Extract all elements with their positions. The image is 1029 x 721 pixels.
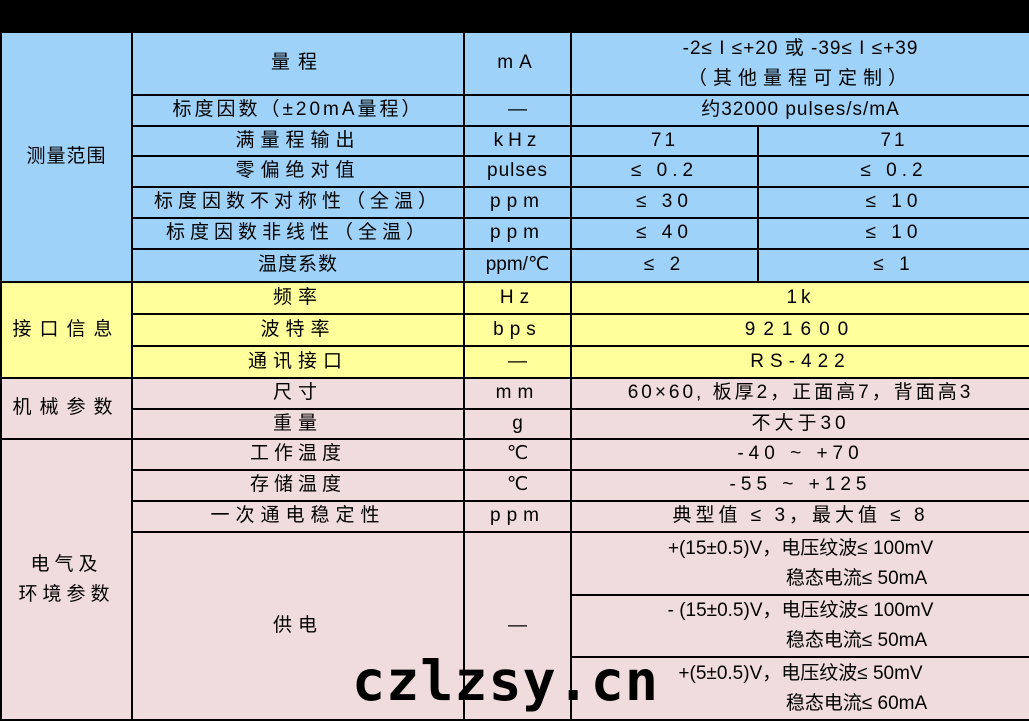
table-row: 标度因数非线性（全温） ppm ≤ 40 ≤ 10: [1, 217, 1029, 250]
table-row: 标度因数（±20mA量程） — 约32000 pulses/s/mA: [1, 94, 1029, 127]
supply-line: 稳态电流≤ 50mA: [785, 630, 928, 651]
param-cell: 存储温度: [131, 469, 465, 502]
table-row: 机械参数 尺寸 mm 60×60, 板厚2，正面高7，背面高3: [0, 377, 1029, 440]
table-row: 电气及 环境参数 工作温度 ℃ -40 ~ +70: [0, 438, 1029, 721]
table-row: 一次通电稳定性 ppm 典型值 ≤ 3，最大值 ≤ 8: [1, 500, 1029, 533]
category-cell-mechanical-params: 机械参数: [0, 377, 133, 440]
value-cell: ≤ 1: [756, 248, 1029, 283]
param-cell: 通讯接口: [131, 345, 465, 379]
table-row: 零偏绝对值 pulses ≤ 0.2 ≤ 0.2: [1, 155, 1029, 188]
value-cell: 71: [570, 125, 759, 157]
value-cell: ≤ 40: [570, 217, 759, 250]
value-line: -2≤ I ≤+20 或 -39≤ I ≤+39: [682, 37, 919, 59]
category-line: 环境参数: [18, 583, 115, 605]
value-cell: 71: [756, 125, 1029, 157]
param-cell-power-supply: 供电: [131, 531, 465, 721]
supply-line: - (15±0.5)V，电压纹波≤ 100mV: [667, 600, 934, 621]
value-cell-supply-minus15v: - (15±0.5)V，电压纹波≤ 100mV 稳态电流≤ 50mA: [569, 594, 1029, 658]
value-cell: ≤ 10: [756, 186, 1029, 219]
value-cell-supply-plus5v: +(5±0.5)V，电压纹波≤ 50mV 稳态电流≤ 60mA: [569, 656, 1029, 721]
supply-line: +(5±0.5)V，电压纹波≤ 50mV: [678, 662, 923, 684]
unit-cell: —: [463, 94, 572, 127]
value-cell: -2≤ I ≤+20 或 -39≤ I ≤+39 （其他量程可定制）: [569, 31, 1029, 96]
category-cell-electrical-env-params: 电气及 环境参数: [0, 438, 133, 721]
value-cell: ≤ 2: [570, 248, 759, 283]
category-cell-measure-range: 测量范围: [0, 31, 133, 283]
unit-cell: pulses: [463, 155, 572, 188]
unit-cell: mm: [463, 377, 572, 410]
value-cell: -55 ~ +125: [569, 469, 1029, 502]
unit-cell: g: [463, 408, 572, 440]
unit-cell: ℃: [463, 438, 572, 471]
param-cell: 零偏绝对值: [131, 155, 465, 188]
table-row: 供电 — +(15±0.5)V，电压纹波≤ 100mV 稳态电流≤ 50mA: [1, 531, 1029, 721]
value-cell: 约32000 pulses/s/mA: [569, 94, 1029, 127]
param-cell: 工作温度: [131, 438, 465, 471]
value-cell: ≤ 0.2: [570, 155, 759, 188]
unit-cell: ppm: [463, 500, 572, 533]
unit-cell: kHz: [463, 125, 572, 157]
value-cell: 1k: [569, 281, 1029, 315]
top-black-bar: [0, 0, 1029, 31]
param-cell: 一次通电稳定性: [131, 500, 465, 533]
param-cell: 标度因数非线性（全温）: [131, 217, 465, 250]
param-cell: 标度因数（±20mA量程）: [131, 94, 465, 127]
value-cell: 典型值 ≤ 3，最大值 ≤ 8: [569, 500, 1029, 533]
value-cell: 60×60, 板厚2，正面高7，背面高3: [569, 377, 1029, 410]
value-cell: RS-422: [569, 345, 1029, 379]
table-row: 温度系数 ppm/℃ ≤ 2 ≤ 1: [1, 248, 1029, 283]
category-line: 电气及: [30, 553, 103, 575]
unit-cell: ppm: [463, 186, 572, 219]
table-row: 满量程输出 kHz 71 71: [1, 125, 1029, 157]
value-cell-supply-plus15v: +(15±0.5)V，电压纹波≤ 100mV 稳态电流≤ 50mA: [569, 531, 1029, 596]
unit-cell: —: [463, 531, 572, 721]
param-cell: 尺寸: [131, 377, 465, 410]
supply-line: +(15±0.5)V，电压纹波≤ 100mV: [667, 537, 934, 559]
table-row: 测量范围 量程 mA -2≤ I ≤+20 或 -39≤ I ≤+39 （其他量…: [0, 31, 1029, 283]
value-line: （其他量程可定制）: [688, 67, 914, 89]
unit-cell: Hz: [463, 281, 572, 315]
param-cell: 重量: [131, 408, 465, 440]
unit-cell: bps: [463, 313, 572, 347]
supply-line: 稳态电流≤ 60mA: [785, 692, 928, 714]
table-row: 通讯接口 — RS-422: [1, 345, 1029, 379]
table-row: 标度因数不对称性（全温） ppm ≤ 30 ≤ 10: [1, 186, 1029, 219]
value-cell: -40 ~ +70: [569, 438, 1029, 471]
value-cell: ≤ 10: [756, 217, 1029, 250]
unit-cell: ppm/℃: [463, 248, 572, 283]
value-cell: ≤ 30: [570, 186, 759, 219]
table-row: 波特率 bps 921600: [1, 313, 1029, 347]
value-cell: 921600: [569, 313, 1029, 347]
param-cell: 满量程输出: [131, 125, 465, 157]
category-cell-interface-info: 接口信息: [0, 281, 133, 379]
unit-cell: —: [463, 345, 572, 379]
spec-table: 测量范围 量程 mA -2≤ I ≤+20 或 -39≤ I ≤+39 （其他量…: [0, 31, 1029, 721]
unit-cell: ℃: [463, 469, 572, 502]
value-cell: 不大于30: [569, 408, 1029, 440]
param-cell: 温度系数: [131, 248, 465, 283]
table-row: 存储温度 ℃ -55 ~ +125: [1, 469, 1029, 502]
param-cell: 量程: [131, 31, 465, 96]
value-cell: ≤ 0.2: [756, 155, 1029, 188]
param-cell: 波特率: [131, 313, 465, 347]
param-cell: 频率: [131, 281, 465, 315]
table-row: 重量 g 不大于30: [1, 408, 1029, 440]
unit-cell: ppm: [463, 217, 572, 250]
unit-cell: mA: [463, 31, 572, 96]
param-cell: 标度因数不对称性（全温）: [131, 186, 465, 219]
supply-line: 稳态电流≤ 50mA: [785, 567, 928, 589]
table-row: 接口信息 频率 Hz 1k: [0, 281, 1029, 379]
